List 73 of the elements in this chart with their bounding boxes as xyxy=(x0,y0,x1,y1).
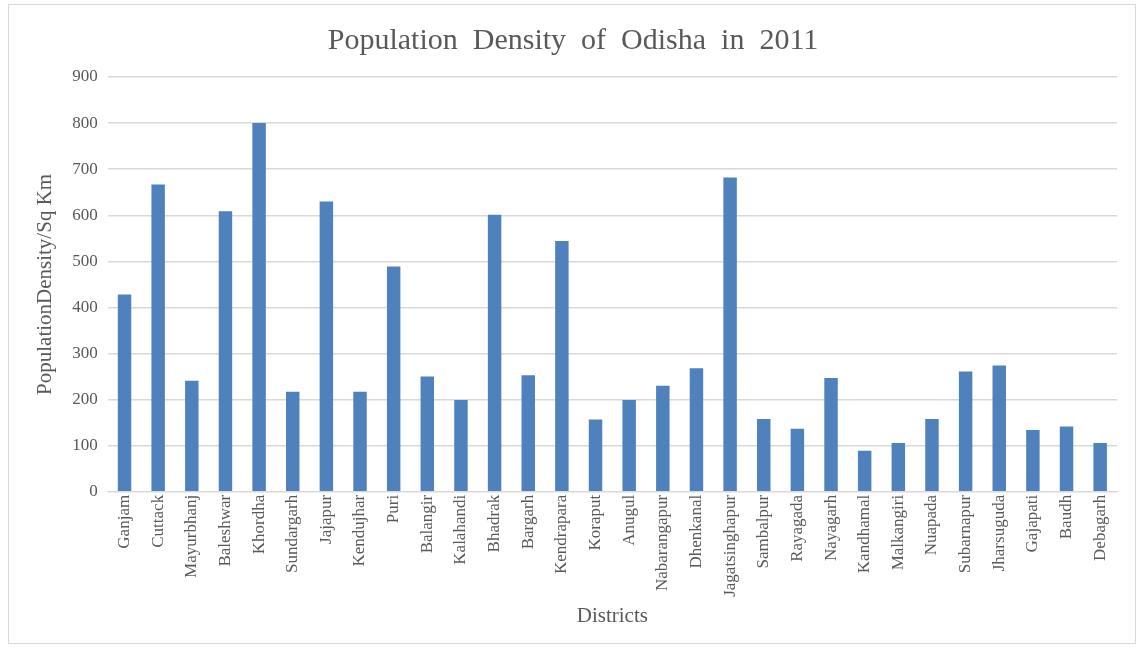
bar xyxy=(386,266,401,492)
x-tick-label: Bargarh xyxy=(517,494,537,550)
y-tick-label: 0 xyxy=(89,481,98,501)
x-tick-label: Debagarh xyxy=(1089,494,1109,561)
bar xyxy=(218,211,233,492)
x-tick-label: Kendujhar xyxy=(349,494,369,567)
bar xyxy=(622,400,636,492)
x-tick-label: Subarnapur xyxy=(955,494,975,574)
x-tick-label: Nabarangapur xyxy=(652,494,672,592)
bar xyxy=(891,442,906,492)
bar xyxy=(454,400,468,492)
y-tick-label: 700 xyxy=(72,158,98,178)
x-tick-label: Kandhamal xyxy=(854,494,874,574)
bar xyxy=(420,376,435,492)
bar xyxy=(1059,426,1074,492)
y-tick-label: 900 xyxy=(72,66,98,86)
y-tick-label: 800 xyxy=(72,112,98,132)
bar xyxy=(252,123,266,492)
x-tick-label: Ganjam xyxy=(113,494,133,549)
x-tick-label: Cuttack xyxy=(147,494,167,548)
bar xyxy=(588,419,603,492)
bar xyxy=(757,419,771,492)
bar xyxy=(824,377,838,492)
bar xyxy=(1026,430,1040,492)
x-tick-label: Sundargarh xyxy=(282,494,302,573)
x-tick-label: Puri xyxy=(383,494,403,524)
bar xyxy=(151,184,165,492)
x-tick-label: Gajapati xyxy=(1022,494,1042,553)
x-tick-label: Koraput xyxy=(585,494,604,551)
x-tick-label: Kalahandi xyxy=(450,494,470,565)
x-tick-label: Balangir xyxy=(416,494,436,554)
y-tick-label: 500 xyxy=(72,250,98,270)
bar xyxy=(487,214,502,492)
x-tick-label: Nayagarh xyxy=(820,494,840,561)
bar xyxy=(286,391,300,492)
bar xyxy=(992,365,1006,492)
y-tick-label: 300 xyxy=(72,343,98,363)
x-tick-label: Bhadrak xyxy=(484,494,504,553)
bar xyxy=(185,380,199,492)
x-tick-label: Jagatsinghapur xyxy=(719,494,739,597)
bar xyxy=(689,368,704,492)
x-tick-label: Jajapur xyxy=(315,494,335,544)
y-tick-label: 600 xyxy=(72,204,98,224)
bar xyxy=(353,391,367,492)
x-tick-label: Khordha xyxy=(248,494,268,555)
x-tick-label: Baudh xyxy=(1056,494,1075,540)
x-tick-label: Mayurbhanj xyxy=(181,494,201,578)
x-tick-label: Sambalpur xyxy=(753,494,773,569)
bar xyxy=(1093,442,1107,492)
bar xyxy=(521,375,535,492)
bar xyxy=(555,241,569,492)
x-tick-label: Nuapada xyxy=(921,494,941,556)
x-tick-label: Malkangiri xyxy=(887,494,907,571)
bar xyxy=(117,294,132,492)
bar xyxy=(925,419,939,492)
y-tick-label: 200 xyxy=(72,389,98,409)
x-tick-label: Dhenkanal xyxy=(685,494,705,569)
x-tick-label: Rayagada xyxy=(786,494,806,562)
bar xyxy=(958,371,973,492)
chart-title: Population Density of Odisha in 2011 xyxy=(327,21,819,55)
y-axis-title: PopulationDensity/Sq Km xyxy=(32,173,57,395)
x-axis-title: Districts xyxy=(576,602,648,627)
bar xyxy=(656,385,670,492)
y-tick-label: 400 xyxy=(72,296,98,316)
bar xyxy=(857,450,872,492)
x-tick-label: Anugul xyxy=(618,494,638,546)
bar xyxy=(790,428,805,492)
x-tick-label: Baleshwar xyxy=(214,494,234,567)
x-tick-label: Kendrapara xyxy=(551,494,571,575)
bar xyxy=(319,201,334,492)
bar xyxy=(723,177,737,492)
x-tick-label: Jharsuguda xyxy=(988,494,1008,572)
y-tick-label: 100 xyxy=(72,435,98,455)
